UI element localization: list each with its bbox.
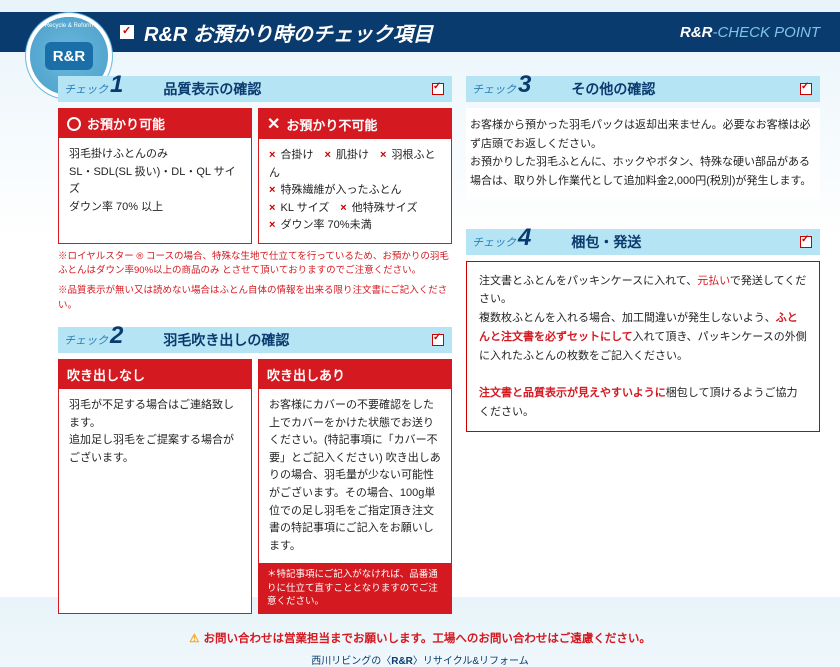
section-2-boxes: 吹き出しなし 羽毛が不足する場合はご連絡致します。 追加足し羽毛をご提案する場合…	[58, 359, 452, 614]
ok-card-body: 羽毛掛けふとんのみ SL・SDL(SL 扱い)・DL・QL サイズ ダウン率 7…	[59, 138, 251, 224]
s3-line2c: が発生します。	[736, 175, 812, 187]
ok-head-text: お預かり可能	[87, 114, 165, 133]
check-num-4: 4	[518, 224, 531, 252]
circle-ok-icon	[67, 117, 81, 131]
header-check-icon	[120, 25, 134, 39]
yes-blow-head-text: 吹き出しあり	[267, 365, 345, 384]
footer-warning: ⚠ お問い合わせは営業担当までお願いします。工場へのお問い合わせはご遠慮ください。	[0, 630, 840, 646]
footer-warn-text: お問い合わせは営業担当までお願いします。工場へのお問い合わせはご遠慮ください。	[203, 633, 650, 645]
checkbox-icon	[800, 83, 812, 95]
header-right-suffix: -CHECK POINT	[712, 24, 820, 41]
logo-arc-text: Recycle & Reform	[45, 23, 93, 29]
check-label-3: チェック	[466, 81, 516, 97]
main-columns: チェック 1 品質表示の確認 お預かり可能 羽毛掛けふとんのみ SL・SDL(S…	[0, 52, 840, 614]
header-title: R&R お預かり時のチェック項目	[144, 18, 680, 47]
ng-item: × 肌掛け	[325, 149, 370, 161]
ok-card: お預かり可能 羽毛掛けふとんのみ SL・SDL(SL 扱い)・DL・QL サイズ…	[58, 108, 252, 244]
section-4-title: 梱包・発送	[571, 232, 800, 252]
section-3-head: チェック 3 その他の確認	[466, 76, 820, 102]
header-bar: R&R お預かり時のチェック項目 R&R-CHECK POINT	[0, 12, 840, 52]
section-1-note-2: ※品質表示が無い又は読めない場合はふとん自体の情報を出来る限り注文書にご記入くだ…	[58, 284, 452, 313]
credit-1: 西川リビングの〈	[311, 656, 391, 667]
section-1-boxes: お預かり可能 羽毛掛けふとんのみ SL・SDL(SL 扱い)・DL・QL サイズ…	[58, 108, 452, 244]
s4-2a: 複数枚ふとんを入れる場合、加工間違いが発生しないよう、	[479, 312, 776, 324]
ng-item: × 特殊繊維が入ったふとん	[269, 184, 402, 196]
credit-2: R&R	[391, 656, 413, 667]
s4-1b: 元払い	[697, 275, 730, 287]
no-blow-head-text: 吹き出しなし	[67, 365, 145, 384]
s3-line1: お客様から預かった羽毛パックは返却出来ません。必要なお客様は必ず店頭でお返しくだ…	[470, 119, 811, 150]
section-1-head: チェック 1 品質表示の確認	[58, 76, 452, 102]
section-4-body: 注文書とふとんをパッキンケースに入れて、元払いで発送してください。 複数枚ふとん…	[466, 261, 820, 433]
yes-blow-body: お客様にカバーの不要確認をした上でカバーをかけた状態でお送りください。(特記事項…	[259, 389, 451, 563]
check-label-1: チェック	[58, 81, 108, 97]
s3-line2b: 追加料金2,000円(税別)	[624, 175, 736, 187]
yes-blow-head: 吹き出しあり	[259, 360, 451, 389]
ng-card-body: × 合掛け × 肌掛け × 羽根ふとん× 特殊繊維が入ったふとん× KL サイズ…	[259, 139, 451, 243]
footer-credit: 西川リビングの〈R&R〉リサイクル&リフォーム	[0, 652, 840, 667]
section-4-head: チェック 4 梱包・発送	[466, 229, 820, 255]
no-blow-head: 吹き出しなし	[59, 360, 251, 389]
check-num-2: 2	[110, 322, 123, 350]
checkbox-icon	[432, 334, 444, 346]
yes-blow-footer: ＊特記事項にご記入がなければ、品番通りに仕立て直すこととなりますのでご注意くださ…	[259, 563, 451, 613]
section-2-head: チェック 2 羽毛吹き出しの確認	[58, 327, 452, 353]
no-blow-card: 吹き出しなし 羽毛が不足する場合はご連絡致します。 追加足し羽毛をご提案する場合…	[58, 359, 252, 614]
left-column: チェック 1 品質表示の確認 お預かり可能 羽毛掛けふとんのみ SL・SDL(S…	[58, 62, 452, 614]
ng-card: ✕ お預かり不可能 × 合掛け × 肌掛け × 羽根ふとん× 特殊繊維が入ったふ…	[258, 108, 452, 244]
section-3-body: お客様から預かった羽毛パックは返却出来ません。必要なお客様は必ず店頭でお返しくだ…	[466, 108, 820, 199]
ng-item: × KL サイズ	[269, 202, 329, 214]
ng-card-head: ✕ お預かり不可能	[259, 109, 451, 139]
check-label-4: チェック	[466, 234, 516, 250]
checkbox-icon	[432, 83, 444, 95]
s4-1a: 注文書とふとんをパッキンケースに入れて、	[479, 275, 697, 287]
no-blow-body: 羽毛が不足する場合はご連絡致します。 追加足し羽毛をご提案する場合がございます。	[59, 389, 251, 475]
x-ng-icon: ✕	[267, 114, 280, 134]
right-column: チェック 3 その他の確認 お客様から預かった羽毛パックは返却出来ません。必要な…	[466, 62, 820, 614]
ng-head-text: お預かり不可能	[286, 115, 377, 134]
section-1-note-1: ※ロイヤルスター ® コースの場合、特殊な生地で仕立てを行っているため、お預かり…	[58, 250, 452, 279]
section-1-title: 品質表示の確認	[163, 79, 432, 99]
check-label-2: チェック	[58, 332, 108, 348]
check-num-1: 1	[110, 71, 123, 99]
yes-blow-card: 吹き出しあり お客様にカバーの不要確認をした上でカバーをかけた状態でお送りくださ…	[258, 359, 452, 614]
ng-item: × ダウン率 70%未満	[269, 219, 372, 231]
check-num-3: 3	[518, 71, 531, 99]
ng-item: × 他特殊サイズ	[340, 202, 417, 214]
header-subtitle: R&R-CHECK POINT	[680, 24, 820, 41]
warning-triangle-icon: ⚠	[189, 633, 199, 645]
logo-text: R&R	[45, 42, 93, 70]
s4-3a: 注文書と品質表示が見えやすいように	[479, 387, 666, 399]
header-right-bold: R&R	[680, 24, 713, 41]
ok-card-head: お預かり可能	[59, 109, 251, 138]
ng-item: × 合掛け	[269, 149, 314, 161]
section-3-title: その他の確認	[571, 79, 800, 99]
credit-3: 〉リサイクル&リフォーム	[413, 656, 529, 667]
checkbox-icon	[800, 236, 812, 248]
section-2-title: 羽毛吹き出しの確認	[163, 330, 432, 350]
